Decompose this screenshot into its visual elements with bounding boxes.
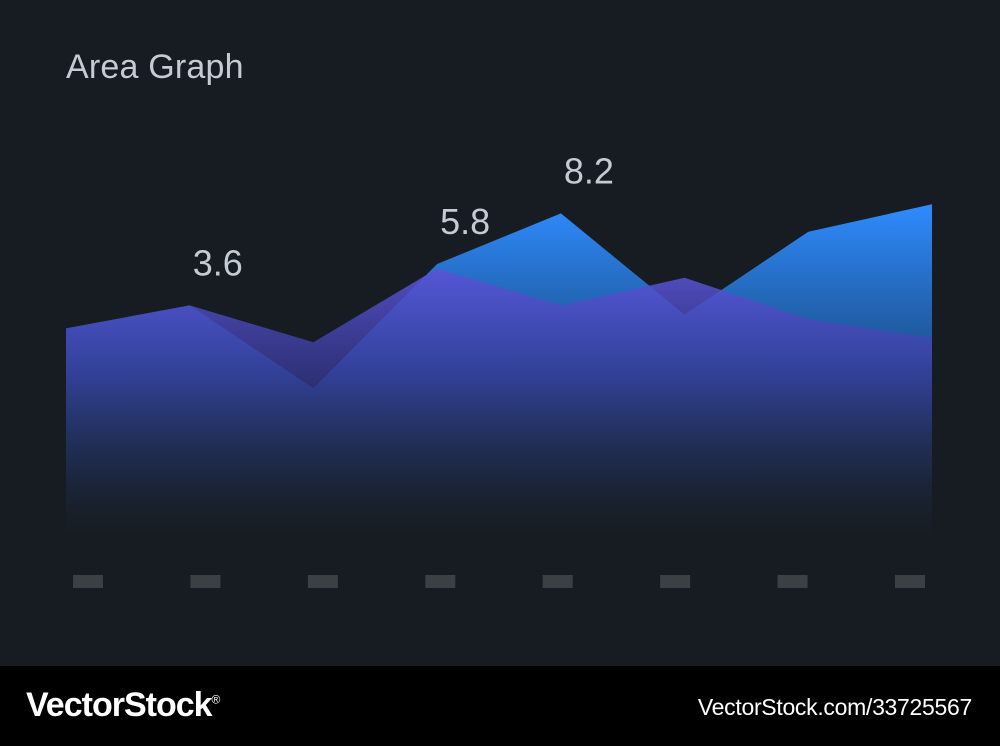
vectorstock-logo: VectorStock® [26, 686, 221, 725]
chart-panel: Area Graph 3.6 5.8 8.2 [66, 48, 932, 588]
x-tick-markers [73, 575, 925, 588]
x-tick-marker [425, 575, 456, 588]
x-tick-marker [660, 575, 691, 588]
data-label: 5.8 [440, 201, 490, 242]
data-label: 3.6 [193, 242, 243, 283]
x-tick-marker [190, 575, 221, 588]
x-tick-marker [542, 575, 573, 588]
watermark-footer: VectorStock® VectorStock.com/33725567 [0, 666, 1000, 746]
brand-name: VectorStock [26, 686, 213, 724]
x-tick-marker [895, 575, 925, 588]
data-label: 8.2 [564, 150, 614, 191]
area-chart: 3.6 5.8 8.2 [66, 150, 932, 588]
image-id: VectorStock.com/33725567 [697, 694, 972, 720]
area-series-2 [66, 268, 932, 540]
chart-title: Area Graph [66, 48, 244, 86]
x-tick-marker [73, 575, 103, 588]
data-labels-layer: 3.6 5.8 8.2 [193, 150, 614, 283]
registered-mark: ® [211, 692, 221, 707]
areas-layer [66, 204, 932, 540]
x-tick-marker [777, 575, 808, 588]
x-tick-marker [307, 575, 338, 588]
